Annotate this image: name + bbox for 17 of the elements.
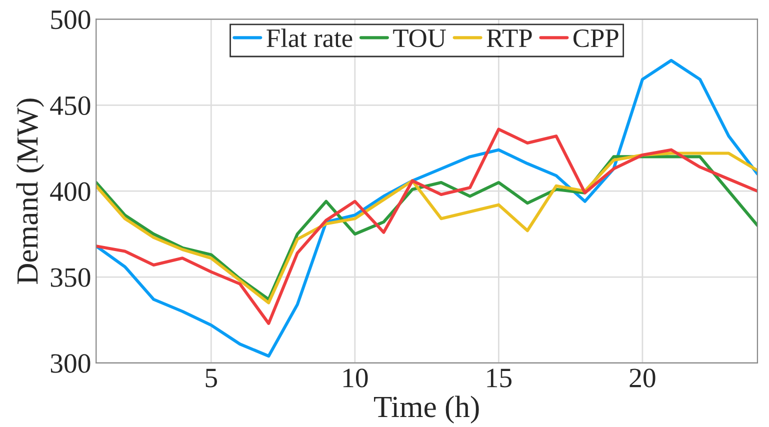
legend-label: TOU xyxy=(393,29,446,48)
x-tick-label: 20 xyxy=(630,368,656,388)
line-series xyxy=(96,128,758,325)
x-tick-label: 15 xyxy=(487,368,512,388)
x-axis-title: Time (h) xyxy=(374,396,479,424)
legend-label: CPP xyxy=(574,29,618,48)
x-tick-label: 5 xyxy=(206,368,217,388)
legend-label: RTP xyxy=(486,30,532,47)
y-tick-label: 400 xyxy=(50,182,90,201)
y-tick-label: 450 xyxy=(50,96,90,116)
x-tick-label: 10 xyxy=(343,368,368,388)
y-tick-label: 500 xyxy=(51,10,90,30)
y-tick-label: 300 xyxy=(50,354,90,373)
y-tick-label: 350 xyxy=(50,268,90,287)
line-series xyxy=(96,58,758,358)
y-axis-title: Demand (MW) xyxy=(16,98,44,284)
legend-label: Flat rate xyxy=(266,28,352,48)
